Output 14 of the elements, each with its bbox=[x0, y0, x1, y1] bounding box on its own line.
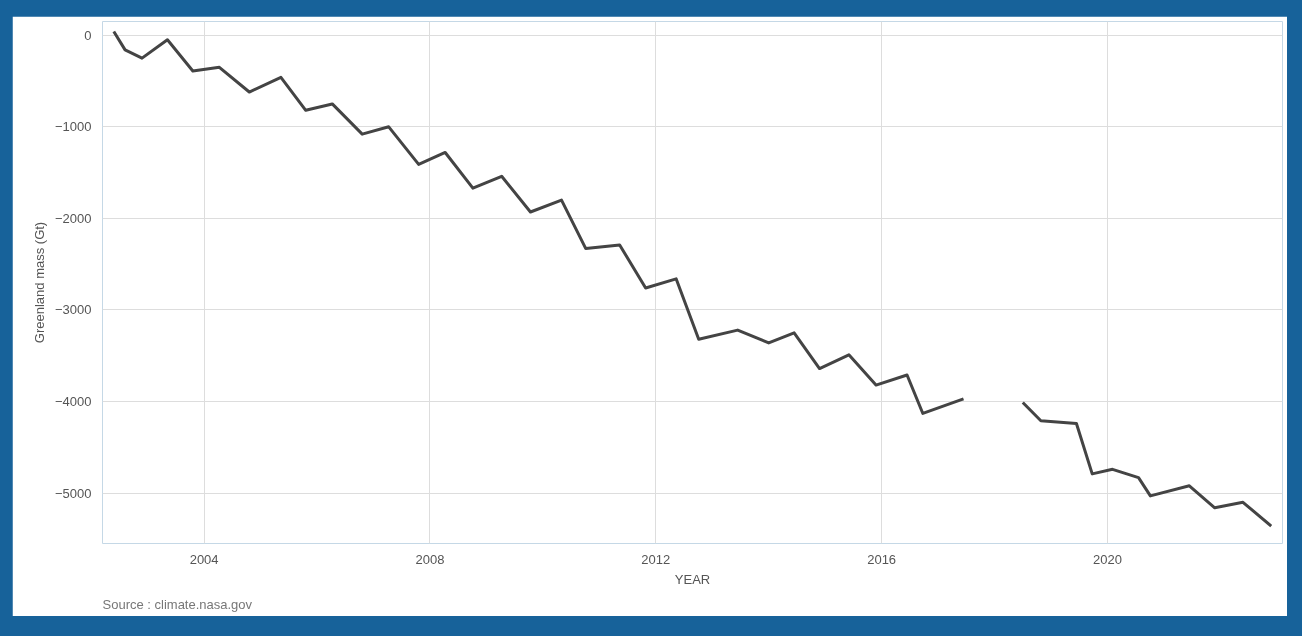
x-tick-label: 2020 bbox=[1093, 551, 1122, 567]
x-tick-label: 2016 bbox=[867, 551, 897, 567]
x-tick-label: 2012 bbox=[641, 551, 671, 567]
y-axis-title: Greenland mass (Gt) bbox=[31, 221, 47, 344]
x-tick-label: 2004 bbox=[189, 551, 219, 567]
y-tick-label: 0 bbox=[84, 27, 92, 43]
y-tick-label: −4000 bbox=[54, 394, 92, 410]
y-tick-label: −2000 bbox=[54, 210, 92, 226]
x-tick-label: 2008 bbox=[415, 551, 445, 567]
x-axis-title: YEAR bbox=[674, 571, 711, 587]
y-tick-label: −3000 bbox=[54, 302, 92, 318]
y-tick-label: −1000 bbox=[54, 119, 92, 135]
source-note: Source : climate.nasa.gov bbox=[102, 596, 253, 612]
y-tick-label: −5000 bbox=[54, 485, 92, 501]
